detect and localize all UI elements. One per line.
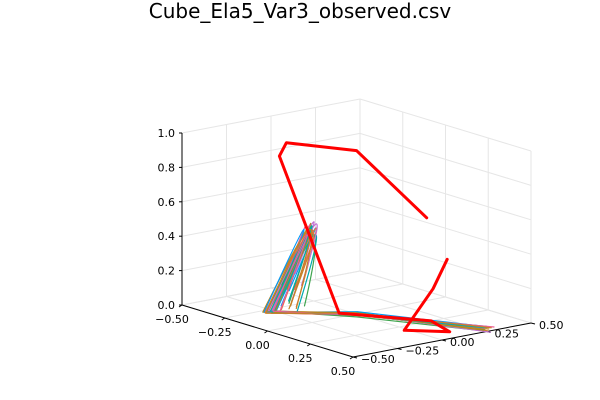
y-tick-mark <box>397 348 402 350</box>
x-tick-label: 0.00 <box>245 339 270 352</box>
series-layer <box>262 141 495 334</box>
chart-title: Cube_Ela5_Var3_observed.csv <box>149 0 452 23</box>
x-tick-mark <box>306 343 311 347</box>
y-tick-label: −0.25 <box>406 345 440 358</box>
y-tick-mark <box>530 322 536 325</box>
gridline-wall-z <box>359 270 532 324</box>
z-tick-label: 0.8 <box>158 161 176 174</box>
tick-labels: −0.50 −0.25 0.00 0.25 0.50 −0.50 −0.25 0.00 0.25… <box>155 127 563 378</box>
gridline-wall-z <box>359 132 532 186</box>
axis-lines <box>178 132 536 360</box>
gridline-wall-z <box>181 270 361 306</box>
x-tick-mark <box>264 330 268 334</box>
z-tick-label: 1.0 <box>158 127 176 140</box>
gridline-wall-z <box>359 98 532 152</box>
z-tick-label: 0.6 <box>158 196 176 209</box>
gridline-wall-z <box>181 201 361 237</box>
gridline-wall-z <box>359 201 532 255</box>
gridlines <box>181 98 532 358</box>
x-tick-mark <box>221 317 226 321</box>
z-tick-label: 0.2 <box>158 265 176 278</box>
y-tick-label: −0.50 <box>361 353 395 366</box>
trajectory-series-line <box>272 233 495 328</box>
y-tick-label: 0.00 <box>450 336 475 349</box>
highlight-series-line <box>277 141 452 334</box>
x-tick-label: −0.25 <box>198 326 232 339</box>
gridline-floor-y <box>226 296 398 349</box>
x-tick-label: 0.50 <box>331 365 356 378</box>
gridline-wall-z <box>181 236 361 272</box>
gridline-wall-z <box>181 98 361 134</box>
trajectory-series-line <box>271 223 491 333</box>
gridline-wall-z <box>181 167 361 203</box>
y-tick-mark <box>441 339 447 342</box>
x-tick-mark <box>349 356 354 360</box>
gridline-wall-z <box>359 167 532 221</box>
z-tick-label: 0.0 <box>158 299 176 312</box>
y-tick-label: 0.25 <box>495 328 520 341</box>
x-tick-label: 0.25 <box>288 352 313 365</box>
x-tick-label: −0.50 <box>155 313 189 326</box>
z-tick-label: 0.4 <box>158 230 176 243</box>
y-tick-label: 0.50 <box>539 319 564 332</box>
gridline-wall-z <box>181 132 361 168</box>
y-tick-mark <box>352 356 358 359</box>
